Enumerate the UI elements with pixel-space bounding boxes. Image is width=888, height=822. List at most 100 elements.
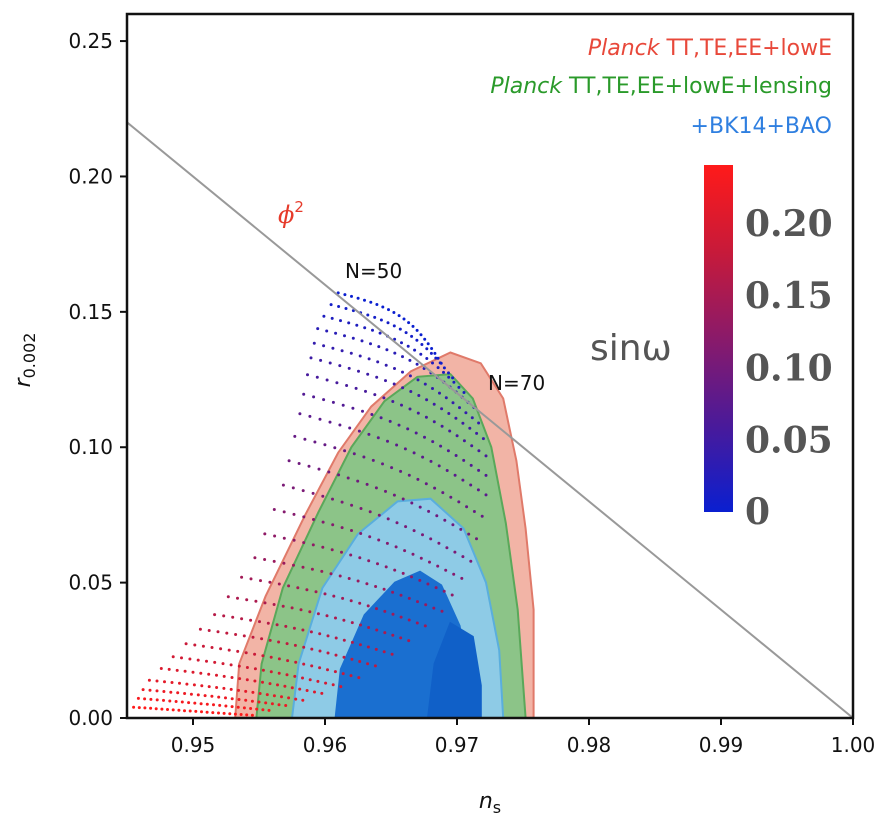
model-point: [341, 403, 345, 407]
model-point: [436, 564, 440, 568]
model-point: [392, 493, 396, 497]
model-point: [406, 344, 410, 348]
model-point: [207, 672, 211, 676]
model-point: [399, 593, 403, 597]
legend-entry-lensing-italic: Planck: [490, 74, 563, 99]
model-point: [167, 667, 171, 671]
model-point: [408, 358, 412, 362]
model-point: [216, 630, 220, 634]
model-point: [376, 436, 380, 440]
model-point: [287, 459, 291, 463]
model-point: [440, 407, 444, 411]
model-point: [467, 532, 471, 536]
model-point: [316, 679, 320, 683]
model-point: [367, 559, 371, 563]
model-point: [249, 618, 253, 622]
model-point: [196, 693, 200, 697]
model-point: [425, 357, 429, 360]
axis-ticks: 0.95 0.96 0.97 0.98 0.99 1.00 0.00 0.05 0.10 0.15…: [68, 29, 875, 757]
model-point: [368, 510, 372, 514]
model-point: [469, 559, 473, 563]
model-point: [287, 584, 291, 588]
x-axis-label-main: n: [479, 789, 493, 814]
model-point: [221, 662, 225, 666]
model-point: [441, 491, 445, 495]
model-point: [282, 510, 286, 514]
model-point: [320, 691, 324, 695]
model-point: [362, 455, 366, 459]
model-point: [411, 552, 415, 556]
model-point: [317, 467, 321, 471]
model-point: [141, 688, 145, 692]
model-point: [338, 574, 342, 578]
model-point: [407, 321, 411, 325]
model-point: [358, 601, 362, 605]
model-point: [469, 463, 473, 467]
model-point: [349, 599, 353, 603]
model-point: [395, 443, 399, 447]
model-point: [476, 488, 480, 492]
model-point: [175, 668, 179, 672]
model-point: [421, 533, 424, 537]
model-point: [301, 628, 305, 632]
model-point: [230, 676, 234, 679]
model-point: [430, 347, 434, 350]
model-point: [199, 671, 203, 675]
model-point: [196, 658, 200, 662]
model-point: [222, 674, 226, 678]
model-point: [365, 482, 369, 486]
model-point: [375, 607, 378, 611]
model-point: [310, 647, 314, 651]
model-point: [325, 614, 329, 618]
y-tick-label: 0.00: [68, 706, 113, 730]
model-point: [388, 419, 392, 423]
model-point: [280, 695, 283, 699]
model-point: [277, 640, 281, 644]
model-point: [358, 556, 362, 560]
model-point: [281, 483, 285, 487]
model-point: [401, 497, 405, 501]
model-point: [147, 678, 151, 682]
model-point: [308, 414, 312, 418]
model-point: [350, 657, 354, 661]
model-point: [187, 701, 191, 705]
model-point: [331, 400, 335, 404]
model-point: [261, 668, 265, 672]
model-point: [283, 684, 287, 688]
x-tick-label: 0.99: [699, 733, 744, 757]
model-point: [366, 313, 370, 317]
model-point: [423, 382, 427, 386]
model-point: [292, 512, 296, 516]
model-point: [333, 670, 337, 674]
model-point: [360, 339, 364, 343]
model-point: [162, 698, 165, 702]
model-point: [277, 671, 281, 675]
model-point: [263, 601, 267, 605]
model-point: [457, 385, 461, 389]
model-point: [392, 311, 396, 314]
model-point: [434, 356, 438, 360]
model-point: [454, 416, 458, 420]
model-point: [340, 349, 344, 353]
model-point: [291, 486, 295, 490]
model-point: [453, 473, 457, 477]
model-point: [307, 464, 311, 468]
model-point: [424, 482, 428, 486]
model-point: [251, 690, 255, 694]
model-point: [421, 455, 425, 459]
model-point: [363, 298, 366, 302]
model-point: [227, 648, 231, 652]
model-point: [415, 621, 419, 625]
model-point: [265, 693, 269, 697]
model-point: [329, 303, 333, 307]
model-point: [292, 626, 296, 630]
x-tick-label: 0.95: [171, 733, 216, 757]
model-point: [224, 704, 228, 708]
model-point: [347, 321, 351, 325]
model-point: [136, 696, 140, 700]
model-point: [410, 334, 414, 338]
model-point: [411, 324, 415, 328]
model-point: [207, 685, 211, 689]
model-point: [309, 630, 313, 634]
model-point: [393, 568, 397, 572]
